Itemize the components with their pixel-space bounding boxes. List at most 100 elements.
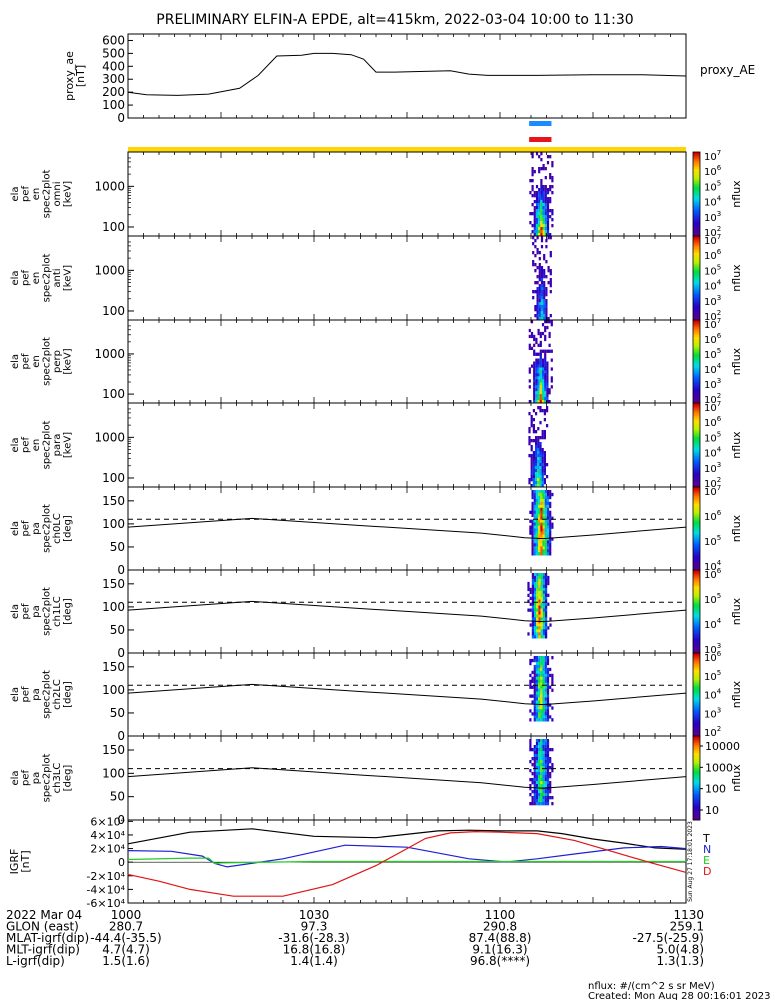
spectrogram-cell	[529, 590, 532, 595]
spectrogram-cell	[546, 715, 550, 719]
spectrogram-cell	[535, 454, 538, 458]
xaxis-value: 96.8(****)	[470, 954, 530, 968]
spectrogram-cell	[533, 712, 536, 716]
spectrogram-cell	[531, 573, 534, 577]
spectrogram-cell	[540, 206, 543, 210]
spectrogram-cell	[535, 221, 539, 225]
spectrogram-cells	[529, 152, 554, 237]
spectrogram-cell	[536, 608, 539, 612]
spectrogram-cell	[540, 715, 543, 719]
spectrogram-cell	[539, 334, 542, 339]
spectrogram-cell	[543, 299, 546, 303]
spectrogram-cell	[531, 531, 534, 535]
spectrogram-cell	[544, 325, 547, 330]
spectrogram-cell	[542, 679, 545, 683]
spectrogram-cell	[530, 454, 533, 458]
spectrogram-cell	[530, 472, 533, 476]
spectrogram-cell	[536, 296, 539, 300]
spectrogram-cell	[540, 230, 543, 234]
spectrogram-cell	[532, 260, 535, 264]
spectrogram-cell	[544, 492, 547, 497]
spectrogram-cell	[545, 290, 548, 294]
spectrogram-cell	[533, 224, 536, 228]
spectrogram-cell	[545, 299, 548, 303]
spectrogram-cell	[537, 400, 540, 404]
spectrogram-cell	[544, 757, 547, 761]
spectrogram-cell	[540, 182, 543, 186]
spectrogram-cell	[549, 188, 552, 192]
spectrogram-cell	[535, 361, 538, 365]
spectrogram-cell	[533, 528, 536, 532]
spectrogram-cell	[535, 766, 539, 770]
spectrogram-cell	[535, 445, 538, 449]
spectrogram-cell	[544, 522, 547, 526]
spectrogram-cell	[544, 670, 547, 675]
colorbar-cell	[693, 294, 700, 298]
colorbar-cell	[693, 715, 700, 718]
colorbar-cell	[693, 254, 700, 258]
spectrogram-cell	[532, 290, 535, 294]
spectrogram-cell	[528, 379, 531, 383]
spectrogram-cell	[535, 472, 538, 476]
spectrogram-cell	[528, 439, 531, 443]
spectrogram-cell	[541, 451, 544, 455]
spectrogram-cell	[540, 167, 543, 171]
spectrogram-cell	[539, 400, 542, 404]
colorbar-cell	[693, 704, 700, 708]
igrf-ylabel-1: [nT]	[19, 850, 32, 872]
spectrogram-cell	[542, 754, 545, 758]
spectrogram-cell	[538, 233, 541, 237]
spectrogram-cell	[544, 218, 547, 222]
spectrogram-cell	[536, 632, 539, 636]
colorbar-cell	[693, 601, 700, 604]
spectrogram-cell	[536, 602, 539, 606]
spectrogram-cell	[534, 308, 537, 312]
colorbar-cell	[693, 355, 700, 358]
spectrogram-5-ylabel-1: pef	[21, 437, 32, 454]
spectrogram-7-ylabel-3: spec2plot	[42, 587, 53, 636]
colorbar-cell	[693, 692, 700, 695]
colorbar-cell	[693, 541, 700, 544]
colorbar-cell	[693, 181, 700, 184]
colorbar-cell	[693, 617, 700, 621]
spectrogram-cell	[540, 676, 543, 680]
spectrogram-2-ylabel-4: omni	[52, 182, 63, 207]
spectrogram-cell	[538, 802, 541, 806]
colorbar-cell	[693, 198, 700, 201]
spectrogram-cell	[538, 620, 541, 624]
spectrogram-cell	[531, 492, 534, 497]
spectrogram-cell	[544, 718, 547, 722]
spectrogram-cell	[542, 206, 545, 210]
spectrogram-cell	[538, 537, 541, 541]
spectrogram-cell	[538, 263, 541, 267]
spectrogram-cell	[546, 230, 550, 234]
spectrogram-cell	[544, 185, 547, 189]
spectrogram-cell	[532, 463, 535, 467]
spectrogram-cell	[546, 525, 550, 529]
spectrogram-cell	[540, 296, 544, 300]
spectrogram-cell	[527, 587, 530, 592]
spectrogram-cell	[535, 525, 539, 529]
colorbar-cell	[693, 474, 700, 477]
spectrogram-cell	[543, 302, 546, 306]
spectrogram-cell	[538, 188, 541, 192]
spectrogram-cell	[549, 760, 552, 764]
colorbar-cell	[693, 509, 700, 513]
colorbar-cell	[693, 594, 700, 598]
spectrogram-cell	[534, 239, 537, 243]
spectrogram-cell	[533, 525, 536, 529]
spectrogram-cell	[549, 787, 552, 791]
colorbar-cell	[693, 204, 700, 207]
spectrogram-cell	[546, 709, 550, 713]
spectrogram-cell	[535, 475, 538, 479]
spectrogram-cell	[531, 602, 534, 606]
spectrogram-cell	[551, 656, 554, 660]
spectrogram-cell	[541, 454, 544, 458]
spectrogram-cell	[541, 373, 545, 377]
spectrogram-cell	[544, 528, 547, 532]
spectrogram-cell	[542, 525, 545, 529]
spectrogram-cell	[549, 549, 552, 553]
spectrogram-cell	[531, 796, 534, 800]
